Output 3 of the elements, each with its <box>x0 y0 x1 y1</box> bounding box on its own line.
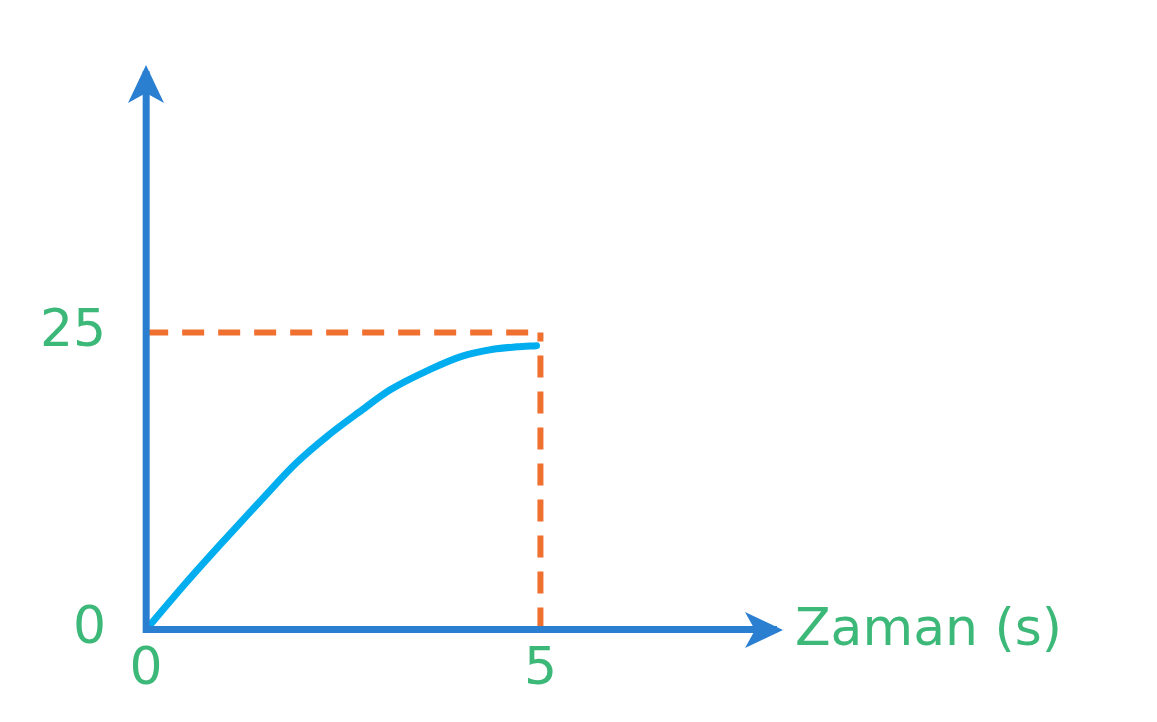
x-tick-label: 5 <box>523 636 557 697</box>
x-axis-title: Zaman (s) <box>795 597 1063 658</box>
y-tick-label: 25 <box>40 298 107 359</box>
